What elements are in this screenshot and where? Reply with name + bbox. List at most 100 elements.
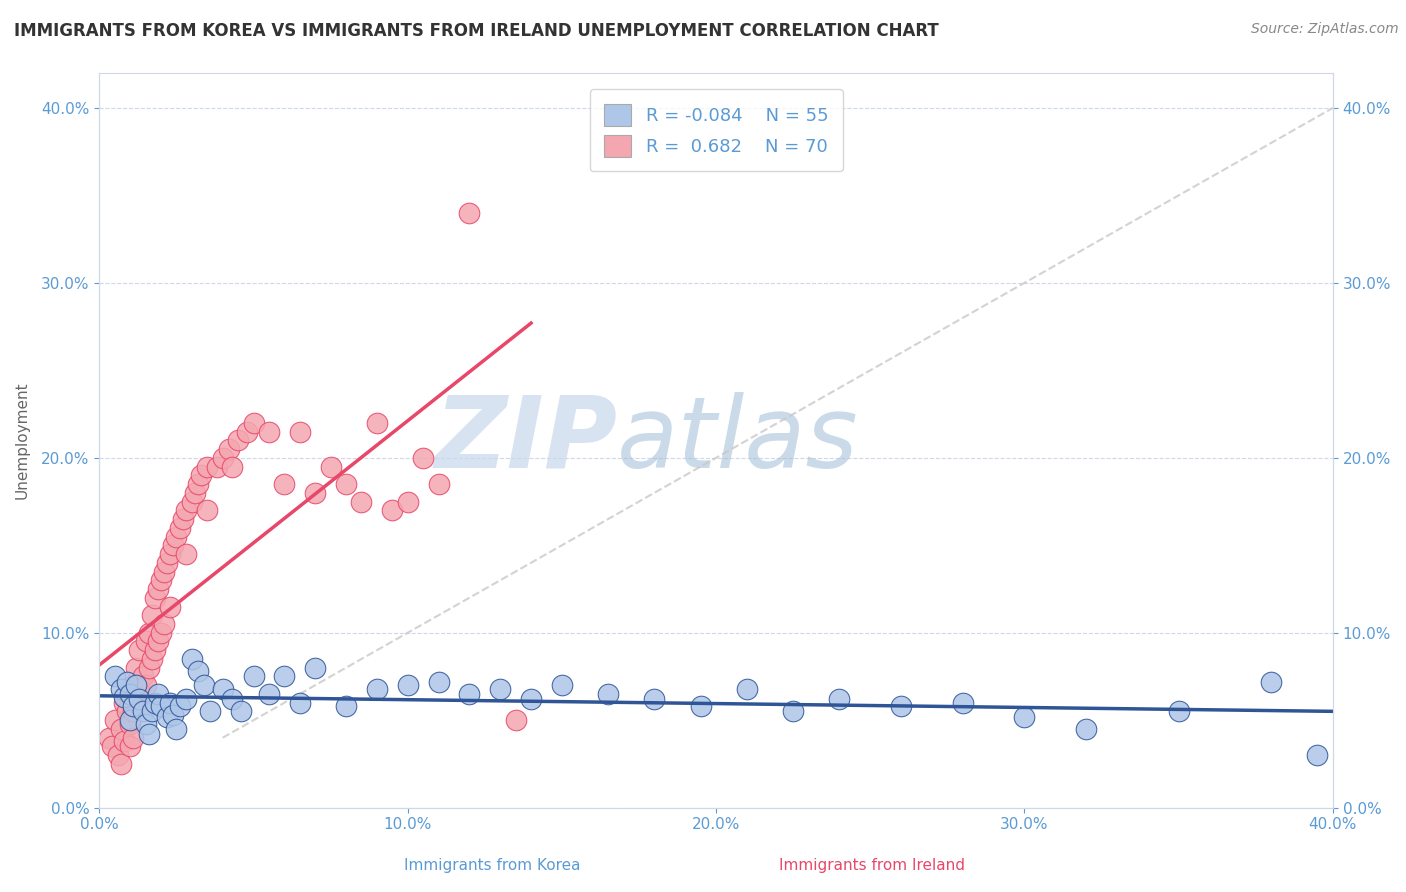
Point [350,494,373,508]
Point [211,450,233,465]
Point [273,669,295,683]
Point [427,477,450,491]
Point [174,692,197,706]
Point [135,716,157,731]
Point [427,674,450,689]
Point [396,678,419,692]
Point [489,681,512,696]
Point [100,739,122,754]
Point [689,699,711,714]
Text: ZIP: ZIP [434,392,617,489]
Point [120,687,142,701]
Point [120,713,142,727]
Point [138,727,160,741]
Text: Immigrants from Ireland: Immigrants from Ireland [779,858,965,872]
Point [231,705,253,719]
Point [1260,674,1282,689]
Point [143,591,166,605]
Point [184,485,207,500]
Point [520,692,543,706]
Text: Immigrants from Korea: Immigrants from Korea [404,858,581,872]
Point [112,690,135,705]
Point [146,634,169,648]
Point [112,734,135,748]
Point [125,678,148,692]
Point [195,459,218,474]
Point [169,699,191,714]
Point [304,661,326,675]
Point [146,582,169,596]
Point [273,477,295,491]
Point [143,643,166,657]
Point [174,503,197,517]
Point [366,416,388,430]
Point [1306,748,1329,763]
Point [135,634,157,648]
Point [120,739,142,754]
Point [120,716,142,731]
Point [236,425,259,439]
Point [288,425,311,439]
Point [159,547,181,561]
Point [505,713,527,727]
Point [138,625,160,640]
Point [122,705,145,719]
Point [335,477,357,491]
Point [120,687,142,701]
Point [221,459,243,474]
Point [110,756,132,771]
Point [156,709,179,723]
Point [97,731,120,745]
Text: IMMIGRANTS FROM KOREA VS IMMIGRANTS FROM IRELAND UNEMPLOYMENT CORRELATION CHART: IMMIGRANTS FROM KOREA VS IMMIGRANTS FROM… [14,22,939,40]
Point [735,681,758,696]
Point [643,692,665,706]
Point [131,669,153,683]
Point [115,705,138,719]
Point [169,521,191,535]
Point [200,705,222,719]
Point [141,608,163,623]
Point [221,692,243,706]
Text: Source: ZipAtlas.com: Source: ZipAtlas.com [1251,22,1399,37]
Point [122,699,145,714]
Point [952,696,974,710]
Point [319,459,342,474]
Point [1167,705,1189,719]
Point [165,530,187,544]
Point [828,692,851,706]
Point [141,652,163,666]
Point [110,681,132,696]
Point [135,678,157,692]
Point [1014,709,1036,723]
Point [458,687,481,701]
Point [187,665,209,679]
Point [153,565,176,579]
Point [104,669,127,683]
Point [153,617,176,632]
Y-axis label: Unemployment: Unemployment [15,382,30,500]
Point [131,705,153,719]
Point [304,485,326,500]
Point [193,678,215,692]
Point [288,696,311,710]
Point [128,643,150,657]
Point [190,468,212,483]
Point [211,681,233,696]
Point [122,678,145,692]
Point [195,503,218,517]
Point [141,705,163,719]
Point [143,696,166,710]
Legend: R = -0.084    N = 55, R =  0.682    N = 70: R = -0.084 N = 55, R = 0.682 N = 70 [589,89,842,171]
Point [226,434,249,448]
Point [782,705,804,719]
Point [180,652,202,666]
Point [125,661,148,675]
Point [162,708,184,723]
Point [138,661,160,675]
Point [174,547,197,561]
Point [412,450,434,465]
Point [125,696,148,710]
Point [115,674,138,689]
Point [159,696,181,710]
Point [150,625,173,640]
